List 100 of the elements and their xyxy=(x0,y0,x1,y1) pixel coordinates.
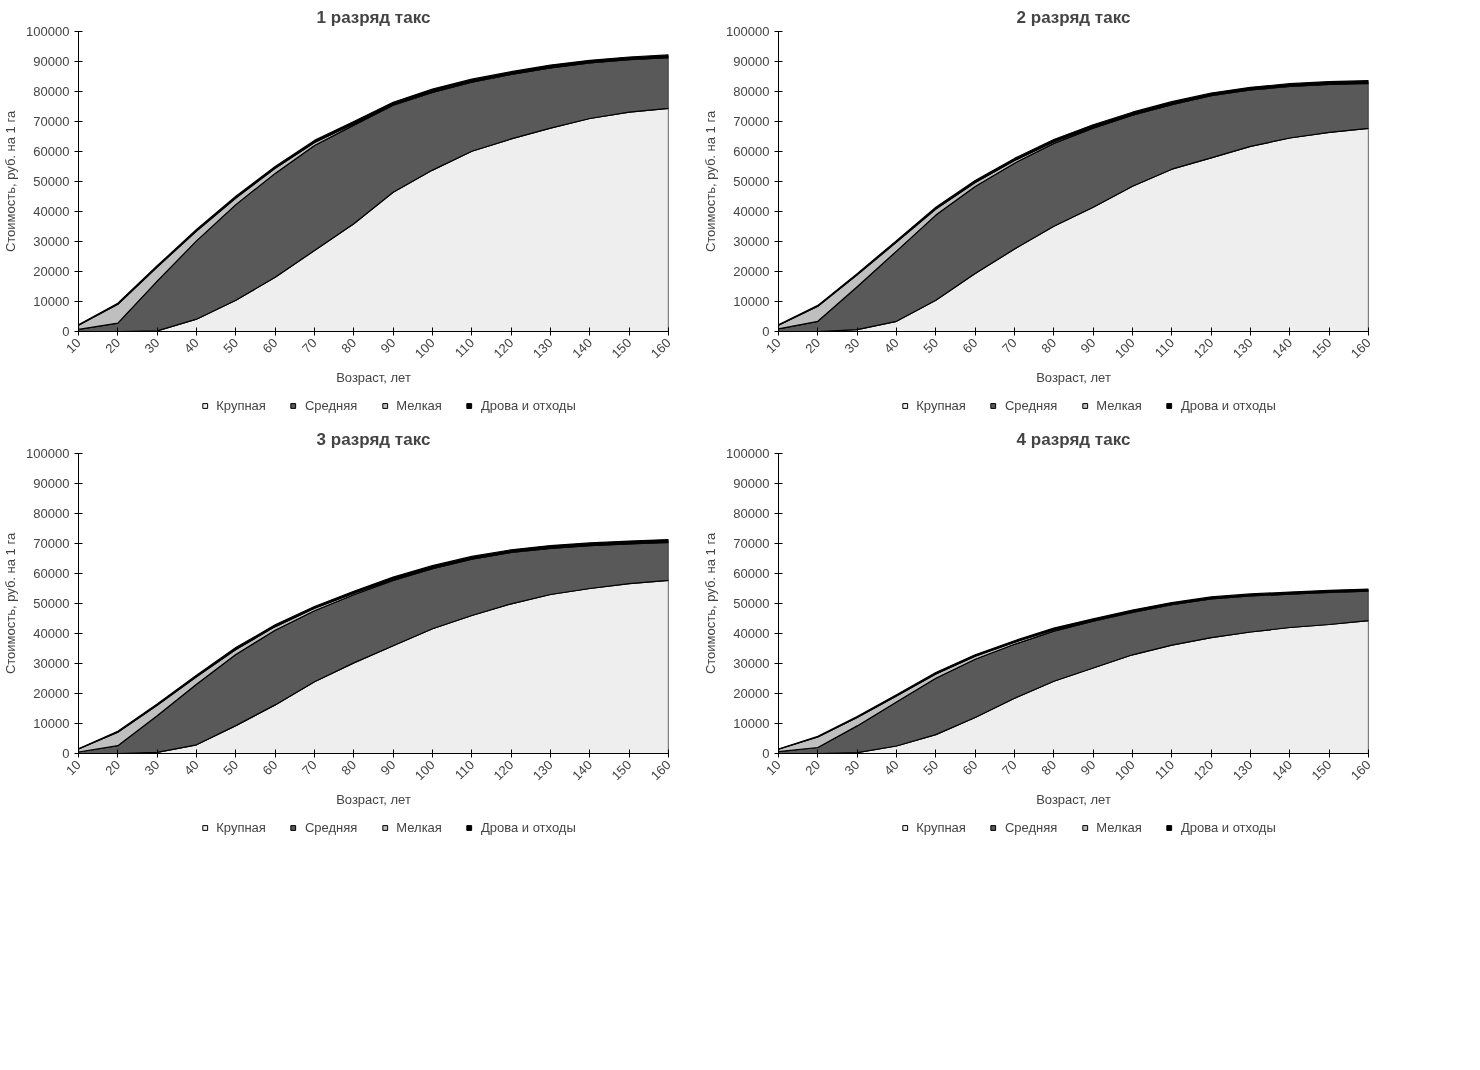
legend-label: Мелкая xyxy=(1096,819,1142,835)
y-tick-label: 100000 xyxy=(26,446,70,461)
y-tick-label: 60000 xyxy=(733,144,770,159)
x-tick-label: 130 xyxy=(1229,335,1256,362)
x-tick-label: 90 xyxy=(377,757,399,779)
x-tick-label: 120 xyxy=(490,757,517,784)
x-tick-label: 140 xyxy=(1269,335,1296,362)
x-tick-label: 160 xyxy=(647,335,674,362)
y-tick-label: 100000 xyxy=(726,24,770,39)
x-tick-label: 150 xyxy=(1308,335,1335,362)
x-tick-label: 80 xyxy=(338,757,360,779)
x-tick-label: 140 xyxy=(569,335,596,362)
y-tick-label: 90000 xyxy=(733,54,770,69)
legend-label: Дрова и отходы xyxy=(480,397,576,413)
y-tick-label: 50000 xyxy=(733,174,770,189)
x-tick-label: 30 xyxy=(841,335,863,357)
legend-label: Дрова и отходы xyxy=(1180,819,1276,835)
x-tick-label: 50 xyxy=(920,757,942,779)
x-tick-label: 50 xyxy=(920,335,942,357)
x-axis-title: Возраст, лет xyxy=(336,792,411,808)
y-tick-label: 60000 xyxy=(33,144,70,159)
chart-title: 2 разряд такс xyxy=(1016,7,1131,27)
x-tick-label: 110 xyxy=(451,335,478,361)
y-tick-label: 50000 xyxy=(33,596,70,611)
x-tick-label: 30 xyxy=(141,757,163,779)
y-tick-label: 40000 xyxy=(733,204,770,219)
x-tick-label: 120 xyxy=(490,335,517,362)
y-tick-label: 80000 xyxy=(733,84,770,99)
x-tick-label: 60 xyxy=(259,335,281,357)
y-tick-label: 30000 xyxy=(33,656,70,671)
x-tick-label: 100 xyxy=(1111,335,1138,362)
y-tick-label: 70000 xyxy=(33,536,70,551)
y-tick-label: 60000 xyxy=(33,566,70,581)
legend-label: Мелкая xyxy=(396,397,442,413)
x-tick-label: 150 xyxy=(608,335,635,362)
y-tick-label: 30000 xyxy=(733,234,770,249)
legend-label: Крупная xyxy=(916,397,966,413)
x-tick-label: 20 xyxy=(102,335,124,357)
x-tick-label: 40 xyxy=(180,335,202,357)
legend-label: Средняя xyxy=(304,819,358,835)
y-tick-label: 80000 xyxy=(33,506,70,521)
y-tick-label: 80000 xyxy=(33,84,70,99)
chart-title: 1 разряд такс xyxy=(316,7,431,27)
y-tick-label: 40000 xyxy=(33,204,70,219)
y-tick-label: 50000 xyxy=(33,174,70,189)
x-tick-label: 20 xyxy=(802,335,824,357)
x-tick-label: 110 xyxy=(1151,335,1178,361)
x-tick-label: 110 xyxy=(451,757,478,783)
y-tick-label: 20000 xyxy=(733,264,770,279)
y-tick-label: 10000 xyxy=(733,294,770,309)
x-tick-label: 60 xyxy=(259,757,281,779)
y-tick-label: 20000 xyxy=(733,686,770,701)
y-tick-label: 20000 xyxy=(33,686,70,701)
y-tick-label: 40000 xyxy=(33,626,70,641)
x-tick-label: 160 xyxy=(1347,757,1374,784)
x-tick-label: 100 xyxy=(1111,757,1138,784)
x-tick-label: 80 xyxy=(1038,335,1060,357)
x-tick-label: 60 xyxy=(959,757,981,779)
x-tick-label: 130 xyxy=(529,335,556,362)
x-tick-label: 120 xyxy=(1190,757,1217,784)
x-tick-label: 40 xyxy=(880,335,902,357)
x-tick-label: 70 xyxy=(998,757,1020,779)
x-tick-label: 90 xyxy=(1077,335,1099,357)
x-tick-label: 100 xyxy=(411,335,438,362)
x-tick-label: 70 xyxy=(298,757,320,779)
x-tick-label: 160 xyxy=(647,757,674,784)
legend-label: Мелкая xyxy=(1096,397,1142,413)
x-tick-label: 100 xyxy=(411,757,438,784)
legend-label: Средняя xyxy=(304,397,358,413)
x-tick-label: 150 xyxy=(608,757,635,784)
chart-title: 4 разряд такс xyxy=(1016,429,1131,449)
x-tick-label: 80 xyxy=(1038,757,1060,779)
x-tick-label: 140 xyxy=(569,757,596,784)
x-axis-title: Возраст, лет xyxy=(1036,792,1111,808)
legend-label: Средняя xyxy=(1004,819,1058,835)
y-tick-label: 30000 xyxy=(733,656,770,671)
x-tick-label: 40 xyxy=(880,757,902,779)
y-tick-label: 90000 xyxy=(33,476,70,491)
legend-label: Крупная xyxy=(916,819,966,835)
y-axis-title: Стоимость, руб. на 1 га xyxy=(3,532,19,675)
chart-title: 3 разряд такс xyxy=(316,429,431,449)
x-axis-title: Возраст, лет xyxy=(1036,370,1111,386)
legend-label: Дрова и отходы xyxy=(480,819,576,835)
legend-label: Крупная xyxy=(216,819,266,835)
y-tick-label: 90000 xyxy=(33,54,70,69)
y-tick-label: 50000 xyxy=(733,596,770,611)
y-tick-label: 10000 xyxy=(33,294,70,309)
y-axis-title: Стоимость, руб. на 1 га xyxy=(3,110,19,253)
y-tick-label: 10000 xyxy=(733,716,770,731)
y-tick-label: 90000 xyxy=(733,476,770,491)
y-tick-label: 70000 xyxy=(33,114,70,129)
x-tick-label: 90 xyxy=(377,335,399,357)
y-tick-label: 10000 xyxy=(33,716,70,731)
x-tick-label: 150 xyxy=(1308,757,1335,784)
x-tick-label: 80 xyxy=(338,335,360,357)
x-tick-label: 130 xyxy=(1229,757,1256,784)
legend-label: Мелкая xyxy=(396,819,442,835)
y-tick-label: 80000 xyxy=(733,506,770,521)
y-tick-label: 70000 xyxy=(733,114,770,129)
x-tick-label: 120 xyxy=(1190,335,1217,362)
